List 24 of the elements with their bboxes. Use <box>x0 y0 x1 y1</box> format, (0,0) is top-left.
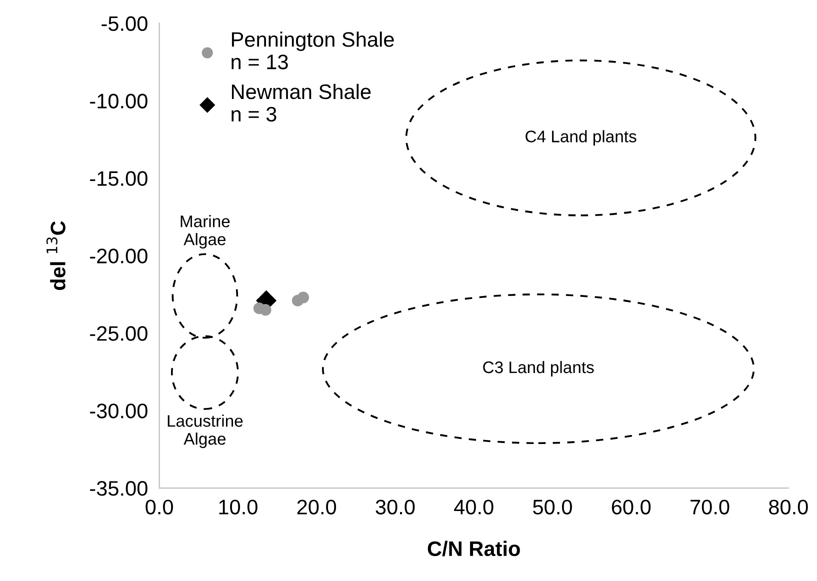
y-tick-label: -30.00 <box>90 404 148 418</box>
x-tick-label: 20.0 <box>297 500 336 514</box>
x-tick-label: 0.0 <box>146 500 173 514</box>
y-tick-label: -20.00 <box>90 248 148 264</box>
x-tick-label: 40.0 <box>454 500 494 514</box>
x-tick-label: 10.0 <box>219 500 258 514</box>
annotation: C3 Land plants <box>483 360 594 377</box>
x-tick-label: 30.0 <box>376 500 415 514</box>
x-tick-label: 50.0 <box>533 500 572 514</box>
legend-label: Newman Shale n = 3 <box>232 84 371 122</box>
y-axis-title: del $^{13}$C <box>46 221 66 290</box>
x-tick-label: 70.0 <box>690 500 730 514</box>
y-tick-label: -10.00 <box>90 94 148 108</box>
legend-label: Pennington Shale n = 13 <box>232 32 394 70</box>
x-tick-label: 60.0 <box>612 500 651 514</box>
y-tick-label: -35.00 <box>90 481 148 496</box>
y-tick-label: -25.00 <box>90 326 148 341</box>
x-tick-label: 80.0 <box>769 500 808 514</box>
annotation: Marine Algae <box>180 215 230 249</box>
x-axis-title: C/N Ratio <box>428 540 520 556</box>
y-tick-label: -5.00 <box>102 16 148 31</box>
annotation: Lacustrine Algae <box>168 414 243 448</box>
y-tick-label: -15.00 <box>90 171 148 186</box>
annotation: C4 Land plants <box>526 130 636 146</box>
